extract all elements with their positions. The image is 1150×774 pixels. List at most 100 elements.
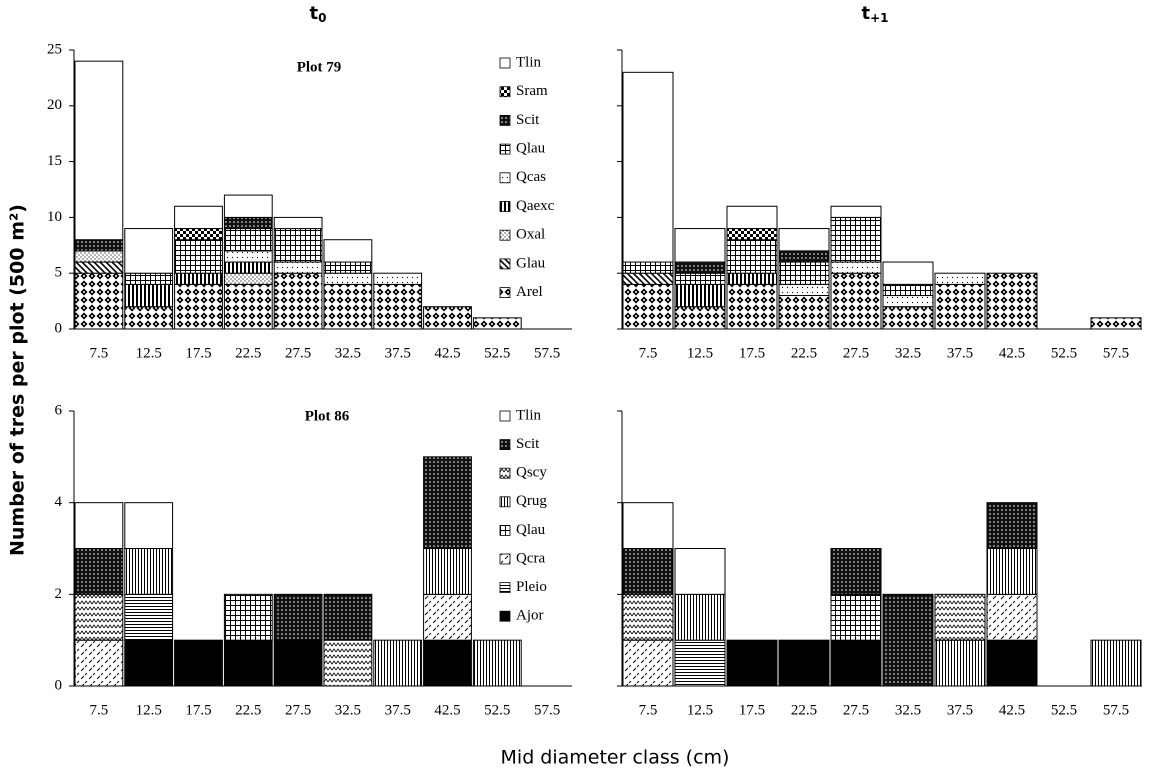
x-tick-label: 7.5 — [639, 702, 658, 718]
x-tick-label: 22.5 — [235, 702, 261, 718]
x-tick-label: 12.5 — [136, 702, 162, 718]
x-tick-label: 32.5 — [895, 345, 921, 361]
legend-swatch — [499, 525, 511, 536]
legend-label: Qaexc — [516, 198, 555, 214]
y-axis-label: Number of tres per plot (500 m²) — [7, 204, 29, 556]
y-tick-label: 10 — [47, 209, 62, 225]
bar-segment — [830, 272, 882, 330]
bar-segment — [726, 283, 778, 330]
title-main: t — [310, 3, 319, 24]
x-tick-label: 22.5 — [791, 345, 817, 361]
bar-segment — [323, 593, 373, 641]
legend-label: Qcra — [516, 550, 545, 566]
x-tick-label: 57.5 — [1103, 702, 1129, 718]
legend-swatch — [499, 553, 511, 565]
plot-label: Plot 86 — [305, 408, 350, 424]
x-tick-label: 27.5 — [285, 702, 311, 718]
x-tick-label: 42.5 — [434, 702, 460, 718]
bar-segment — [472, 639, 522, 687]
bar-segment — [1090, 639, 1142, 687]
bar-segment — [223, 250, 273, 263]
bar-segment — [223, 272, 273, 285]
bar-segment — [726, 239, 778, 274]
bar-segment — [373, 639, 423, 687]
legend-swatch — [499, 57, 511, 69]
bar-segment — [622, 272, 674, 285]
legend-label: Sram — [516, 83, 548, 99]
x-tick-label: 12.5 — [136, 345, 162, 361]
x-tick-label: 52.5 — [484, 702, 510, 718]
bar-segment — [882, 593, 934, 687]
x-tick-label: 52.5 — [1051, 702, 1077, 718]
bar-segment — [323, 272, 373, 285]
x-tick-label: 37.5 — [947, 345, 973, 361]
bar-segment — [986, 502, 1038, 549]
legend-label: Scit — [516, 112, 540, 128]
bar-segment — [986, 272, 1038, 330]
x-tick-label: 32.5 — [335, 345, 361, 361]
legend-swatch — [499, 201, 511, 212]
bar-segment — [423, 593, 472, 641]
x-tick-label: 32.5 — [335, 702, 361, 718]
x-tick-label: 17.5 — [185, 345, 211, 361]
bar-segment — [174, 228, 223, 241]
x-tick-label: 42.5 — [999, 702, 1025, 718]
x-tick-label: 22.5 — [791, 702, 817, 718]
x-tick-label: 32.5 — [895, 702, 921, 718]
legend-label: Pleio — [516, 579, 547, 595]
column-title: t+1 — [861, 3, 888, 25]
bar-segment — [674, 593, 726, 641]
bar-segment — [74, 272, 124, 330]
bar-segment — [622, 71, 674, 263]
y-tick-label: 20 — [47, 97, 62, 113]
bar-segment — [674, 306, 726, 330]
legend-label: Qlau — [516, 141, 546, 157]
bar-segment — [223, 639, 273, 687]
bar-segment — [934, 283, 986, 330]
bar-segment — [373, 283, 423, 330]
bar-segment — [622, 283, 674, 330]
legend-swatch — [499, 115, 511, 126]
bar-segment — [986, 548, 1038, 595]
legend-label: Qlau — [516, 522, 546, 538]
x-tick-label: 52.5 — [1051, 345, 1077, 361]
x-tick-label: 37.5 — [385, 345, 411, 361]
x-tick-label: 57.5 — [534, 702, 560, 718]
bar-segment — [273, 228, 323, 263]
x-tick-label: 42.5 — [999, 345, 1025, 361]
legend-swatch — [499, 496, 511, 508]
bar-segment — [273, 639, 323, 687]
bar-segment — [622, 548, 674, 595]
x-tick-label: 57.5 — [534, 345, 560, 361]
bar-segment — [674, 548, 726, 595]
x-tick-label: 17.5 — [739, 345, 765, 361]
y-tick-label: 25 — [47, 41, 62, 57]
bar-segment — [74, 548, 124, 595]
bar-segment — [726, 205, 778, 230]
bar-segment — [373, 272, 423, 285]
bar-segment — [273, 261, 323, 274]
bar-segment — [830, 639, 882, 687]
legend-label: Ajor — [516, 608, 544, 624]
legend-swatch — [499, 439, 511, 451]
x-tick-label: 7.5 — [639, 345, 658, 361]
x-axis-label: Mid diameter class (cm) — [501, 747, 730, 769]
title-main: t — [861, 3, 870, 24]
bar-segment — [74, 60, 124, 241]
bar-segment — [174, 272, 223, 285]
legend-label: Glau — [516, 255, 546, 271]
legend-label: Tlin — [516, 407, 541, 423]
bar-segment — [124, 228, 174, 274]
bar-segment — [830, 216, 882, 263]
bar-segment — [223, 593, 273, 641]
bar-segment — [830, 205, 882, 218]
bar-segment — [778, 250, 830, 263]
bar-segment — [726, 639, 778, 687]
legend-swatch — [499, 86, 511, 98]
bar-segment — [423, 456, 472, 550]
bar-segment — [423, 639, 472, 687]
y-tick-label: 4 — [55, 494, 63, 510]
y-tick-label: 2 — [55, 586, 63, 602]
x-tick-label: 37.5 — [947, 702, 973, 718]
legend-swatch — [499, 287, 511, 299]
